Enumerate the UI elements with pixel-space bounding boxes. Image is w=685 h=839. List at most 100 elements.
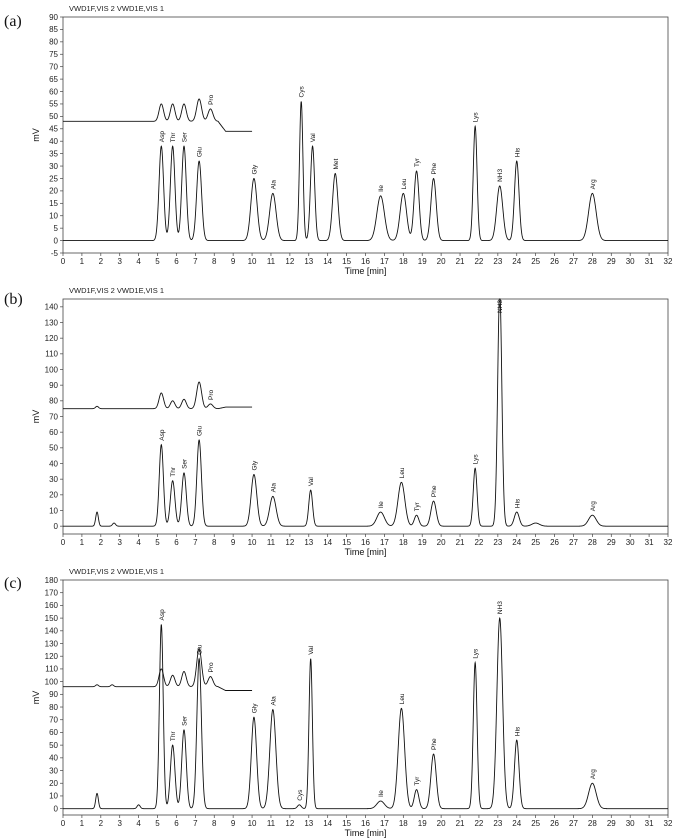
x-tick-label: 17 — [380, 819, 389, 828]
y-tick-label: 110 — [45, 665, 58, 674]
y-axis-label: mV — [31, 410, 41, 424]
y-tick-label: 80 — [49, 703, 58, 712]
x-tick-label: 18 — [399, 819, 408, 828]
x-tick-label: 20 — [437, 819, 446, 828]
trace-inset — [63, 381, 253, 410]
chart-panel-1: (a)VWD1F,VIS 2 VWD1E,VIS 1-5051015202530… — [4, 4, 673, 276]
x-tick-label: 28 — [588, 819, 597, 828]
x-tick-label: 3 — [117, 538, 122, 547]
peak-label: Pro — [208, 662, 215, 673]
x-tick-label: 0 — [61, 819, 66, 828]
y-tick-label: 30 — [49, 475, 58, 484]
x-tick-label: 16 — [361, 257, 370, 266]
x-tick-label: 14 — [323, 819, 332, 828]
peak-label: Phe — [431, 738, 438, 750]
x-tick-label: 3 — [117, 819, 122, 828]
panel-label: (a) — [4, 13, 22, 30]
x-tick-label: 11 — [267, 819, 276, 828]
x-tick-label: 31 — [645, 257, 654, 266]
x-tick-label: 29 — [607, 538, 616, 547]
peak-label: His — [514, 726, 521, 736]
peak-label: Ala — [270, 696, 277, 706]
peak-label: Ile — [378, 790, 385, 797]
trace-inset — [63, 648, 253, 691]
x-tick-label: 1 — [80, 819, 85, 828]
y-tick-label: 140 — [45, 303, 59, 312]
x-tick-label: 13 — [304, 257, 313, 266]
peak-label: Leu — [399, 693, 406, 704]
x-tick-label: 21 — [456, 538, 465, 547]
peak-label: Val — [308, 477, 315, 486]
x-tick-label: 26 — [550, 538, 559, 547]
y-tick-label: 35 — [49, 149, 58, 158]
peak-label: Gly — [252, 703, 259, 714]
x-tick-label: 7 — [193, 819, 198, 828]
y-tick-label: 100 — [45, 677, 59, 686]
x-tick-label: 0 — [61, 538, 66, 547]
x-tick-label: 18 — [399, 538, 408, 547]
x-tick-label: 24 — [512, 819, 521, 828]
x-tick-label: 2 — [99, 538, 104, 547]
x-tick-label: 10 — [248, 538, 257, 547]
x-tick-label: 2 — [99, 819, 104, 828]
x-tick-label: 32 — [664, 257, 673, 266]
x-tick-label: 19 — [418, 257, 427, 266]
y-tick-label: 10 — [49, 792, 58, 801]
x-axis-label: Time [min] — [345, 828, 387, 838]
y-tick-label: 20 — [49, 491, 58, 500]
x-tick-label: 4 — [136, 257, 141, 266]
y-tick-label: 70 — [49, 62, 58, 71]
x-tick-label: 25 — [531, 257, 540, 266]
peak-label: Ser — [182, 131, 189, 142]
peak-label: Ser — [182, 715, 189, 726]
x-tick-label: 18 — [399, 257, 408, 266]
x-tick-label: 2 — [99, 257, 104, 266]
y-tick-label: 5 — [54, 224, 59, 233]
y-tick-label: 30 — [49, 162, 58, 171]
x-tick-label: 30 — [626, 819, 635, 828]
x-tick-label: 22 — [474, 819, 483, 828]
chart-panel-2: (b)VWD1F,VIS 2 VWD1E,VIS 101020304050607… — [4, 286, 673, 557]
x-tick-label: 10 — [248, 819, 257, 828]
peak-label: Arg — [590, 769, 597, 780]
peak-label: Ser — [182, 458, 189, 469]
x-axis-label: Time [min] — [345, 547, 387, 557]
x-tick-label: 11 — [267, 257, 276, 266]
y-tick-label: 70 — [49, 716, 58, 725]
peak-label: Val — [310, 133, 317, 142]
peak-label: Ala — [270, 180, 277, 190]
x-tick-label: 11 — [267, 538, 276, 547]
x-tick-label: 12 — [285, 257, 294, 266]
x-tick-label: 24 — [512, 538, 521, 547]
peak-label: Lys — [473, 648, 480, 659]
y-tick-label: 60 — [49, 728, 58, 737]
x-tick-label: 3 — [117, 257, 122, 266]
y-axis-label: mV — [31, 691, 41, 705]
y-tick-label: 0 — [54, 522, 59, 531]
x-tick-label: 4 — [136, 538, 141, 547]
x-tick-label: 31 — [645, 819, 654, 828]
x-tick-label: 5 — [155, 819, 160, 828]
peak-label: Tyr — [414, 776, 421, 786]
chart-panel-3: (c)VWD1F,VIS 2 VWD1E,VIS 101020304050607… — [4, 567, 673, 838]
y-tick-label: 140 — [45, 627, 59, 636]
panel-label: (b) — [4, 291, 23, 308]
y-tick-label: -5 — [51, 249, 59, 258]
x-tick-label: 23 — [493, 257, 502, 266]
y-tick-label: 180 — [45, 576, 59, 585]
x-tick-label: 29 — [607, 257, 616, 266]
x-tick-label: 27 — [569, 819, 578, 828]
x-tick-label: 12 — [285, 819, 294, 828]
y-tick-label: 50 — [49, 741, 58, 750]
y-tick-label: 170 — [45, 589, 59, 598]
peak-label: Lys — [473, 454, 480, 465]
y-tick-label: 120 — [45, 652, 59, 661]
y-tick-label: 80 — [49, 38, 58, 47]
y-tick-label: 0 — [54, 236, 59, 245]
x-tick-label: 4 — [136, 819, 141, 828]
peak-label: Val — [308, 645, 315, 654]
peak-label: Cys — [297, 789, 304, 801]
x-tick-label: 15 — [342, 819, 351, 828]
x-tick-label: 26 — [550, 257, 559, 266]
y-tick-label: 120 — [45, 334, 59, 343]
